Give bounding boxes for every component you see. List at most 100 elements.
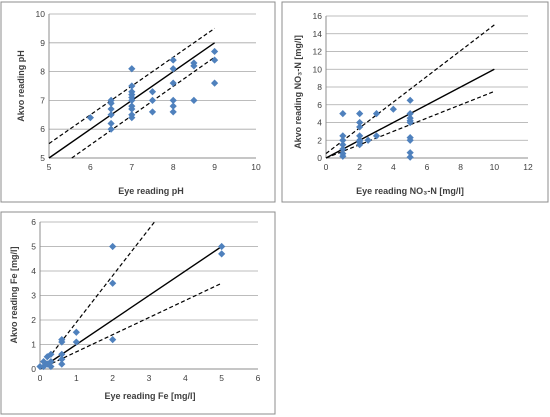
no3-y-axis-title: Akvo reading NO₃-N [mg/l] bbox=[293, 35, 303, 149]
ph-x-tick-label: 8 bbox=[171, 162, 176, 172]
no3-x-tick-label: 0 bbox=[324, 162, 329, 172]
no3-lower-bound-line bbox=[325, 90, 495, 159]
no3-data-point bbox=[339, 145, 347, 153]
fe-y-tick-label: 2 bbox=[31, 315, 36, 325]
fe-data-point bbox=[47, 362, 55, 371]
ph-x-tick-label: 6 bbox=[88, 162, 93, 172]
fe-y-tick-label: 1 bbox=[31, 340, 36, 350]
ph-x-tick-label: 10 bbox=[251, 162, 261, 172]
ph-x-tick-label: 7 bbox=[129, 162, 134, 172]
fe-lower-bound-line bbox=[39, 282, 222, 370]
ph-data-point bbox=[107, 125, 115, 133]
ph-data-point bbox=[107, 99, 115, 107]
no3-y-tick-label: 12 bbox=[313, 47, 323, 57]
ph-y-tick-label: 9 bbox=[40, 38, 45, 48]
no3-data-point bbox=[339, 141, 347, 149]
fe-y-tick-label: 5 bbox=[31, 242, 36, 252]
ph-data-point bbox=[190, 62, 198, 70]
fe-data-point bbox=[218, 242, 226, 251]
ph-data-point bbox=[211, 47, 219, 56]
fe-y-tick-label: 3 bbox=[31, 291, 36, 301]
no3-data-point bbox=[356, 123, 364, 131]
no3-data-point bbox=[406, 153, 414, 161]
ph-y-tick-label: 5 bbox=[40, 153, 45, 163]
ph-data-point bbox=[148, 108, 157, 116]
no3-data-point bbox=[372, 132, 381, 140]
ph-data-point bbox=[211, 56, 219, 64]
no3-upper-bound-line bbox=[325, 24, 495, 155]
ph-data-point bbox=[211, 79, 219, 87]
fe-data-point bbox=[58, 338, 66, 346]
no3-x-tick-label: 6 bbox=[425, 162, 430, 172]
no3-x-tick-label: 10 bbox=[490, 162, 500, 172]
ph-data-point bbox=[169, 102, 177, 110]
fe-data-point bbox=[72, 338, 80, 346]
fe-y-tick-label: 0 bbox=[31, 364, 36, 374]
fe-data-point bbox=[109, 336, 117, 344]
no3-y-tick-label: 6 bbox=[317, 100, 322, 110]
ph-data-point bbox=[128, 96, 136, 104]
ph-data-point bbox=[128, 114, 136, 122]
ph-chart-frame bbox=[0, 1, 276, 203]
ph-y-axis-title: Akvo reading pH bbox=[16, 50, 26, 122]
no3-data-point bbox=[356, 110, 364, 118]
ph-data-point bbox=[169, 65, 177, 73]
no3-y-tick-label: 0 bbox=[317, 153, 322, 163]
no3-x-tick-label: 12 bbox=[523, 162, 533, 172]
ph-data-point bbox=[128, 105, 136, 113]
fe-data-point bbox=[36, 362, 44, 371]
ph-y-tick-label: 10 bbox=[36, 9, 46, 19]
fe-data-point bbox=[58, 360, 66, 368]
ph-x-tick-label: 9 bbox=[212, 162, 217, 172]
ph-data-point bbox=[107, 119, 115, 128]
ph-data-point bbox=[169, 96, 177, 104]
fe-data-point bbox=[40, 358, 48, 366]
no3-y-tick-label: 4 bbox=[317, 118, 322, 128]
fe-data-point bbox=[47, 350, 55, 358]
no3-data-point bbox=[406, 118, 414, 127]
fe-x-tick-label: 1 bbox=[74, 373, 79, 383]
fe-x-tick-label: 4 bbox=[183, 373, 188, 383]
no3-data-point bbox=[339, 152, 347, 160]
no3-data-point bbox=[406, 136, 414, 144]
fe-data-point bbox=[218, 250, 226, 258]
ph-data-point bbox=[169, 108, 177, 116]
ph-data-point bbox=[107, 105, 115, 113]
no3-chart-panel: 0 2 4 6 8 10 12 0 2 4 6 8 10 12 14 16 Eye reading NO₃-N… bbox=[281, 1, 549, 203]
fe-y-tick-label: 4 bbox=[31, 266, 36, 276]
fe-x-tick-label: 5 bbox=[219, 373, 224, 383]
no3-y-tick-label: 8 bbox=[317, 82, 322, 92]
fe-data-point bbox=[58, 355, 66, 363]
fe-data-point bbox=[58, 350, 66, 358]
ph-lower-bound-line bbox=[71, 56, 215, 159]
fe-data-point bbox=[47, 358, 55, 366]
no3-data-point bbox=[406, 149, 414, 157]
no3-y-tick-label: 16 bbox=[313, 11, 323, 21]
fe-x-tick-label: 6 bbox=[256, 373, 261, 383]
no3-y-tick-label: 2 bbox=[317, 135, 322, 145]
ph-data-point bbox=[128, 82, 136, 90]
no3-x-tick-label: 4 bbox=[391, 162, 396, 172]
no3-x-axis-title: Eye reading NO₃-N [mg/l] bbox=[356, 186, 464, 196]
ph-x-axis-title: Eye reading pH bbox=[118, 186, 184, 196]
fe-data-point bbox=[109, 279, 117, 287]
ph-chart-panel: 5 6 7 8 9 10 5 6 7 8 9 10 Eye reading pH Akvo readi… bbox=[0, 1, 276, 203]
ph-y-tick-label: 6 bbox=[40, 124, 45, 134]
fe-data-point bbox=[109, 242, 117, 251]
fe-y-tick-label: 6 bbox=[31, 217, 36, 227]
no3-y-tick-label: 14 bbox=[313, 29, 323, 39]
ph-data-point bbox=[148, 96, 157, 104]
no3-data-point bbox=[356, 141, 364, 149]
fe-x-axis-title: Eye reading Fe [mg/l] bbox=[104, 391, 195, 401]
fe-x-tick-label: 2 bbox=[110, 373, 115, 383]
no3-data-point bbox=[372, 110, 381, 118]
no3-data-point bbox=[406, 96, 414, 104]
no3-data-point bbox=[356, 132, 364, 140]
fe-x-tick-label: 0 bbox=[38, 373, 43, 383]
no3-x-tick-label: 2 bbox=[357, 162, 362, 172]
ph-data-point bbox=[107, 111, 115, 119]
fe-x-tick-label: 3 bbox=[147, 373, 152, 383]
ph-data-point bbox=[128, 65, 136, 73]
no3-data-point bbox=[389, 105, 397, 113]
